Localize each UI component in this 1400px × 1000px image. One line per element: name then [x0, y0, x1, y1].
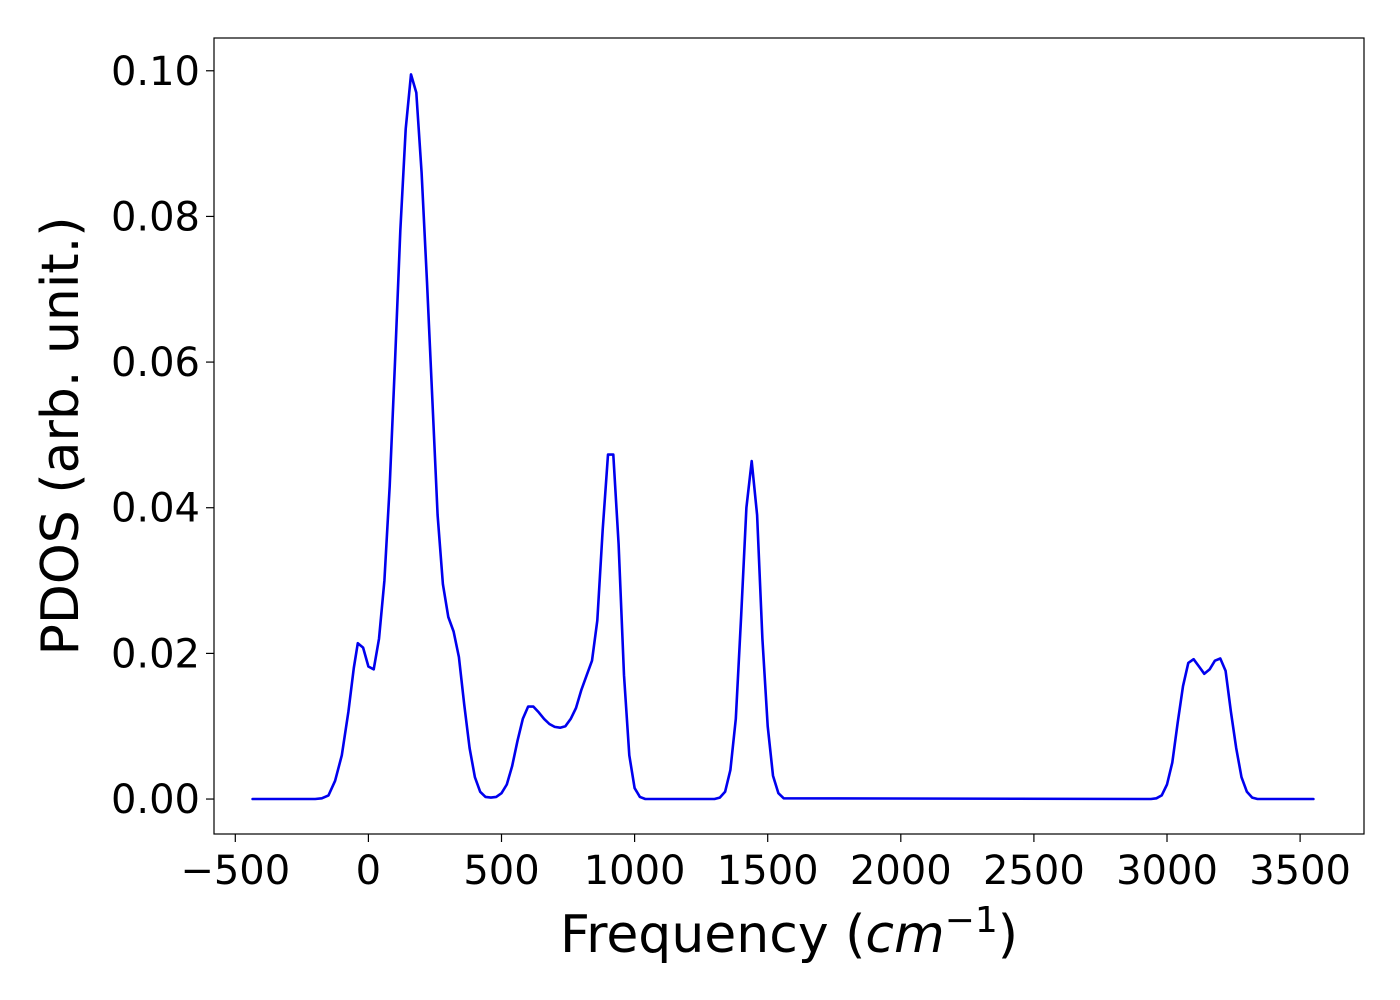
x-axis-label-unit: cm	[865, 905, 944, 965]
x-tick-label: 500	[463, 848, 539, 894]
x-tick-label: 3500	[1249, 848, 1351, 894]
x-tick-label: 0	[356, 848, 381, 894]
x-axis-label: Frequency (cm−1)	[560, 900, 1018, 965]
y-tick-label: 0.00	[111, 777, 200, 823]
x-tick-label: 1000	[584, 848, 686, 894]
y-tick-label: 0.02	[111, 631, 200, 677]
x-tick-label: 2500	[983, 848, 1085, 894]
x-tick-label: 2000	[850, 848, 952, 894]
y-tick-label: 0.10	[111, 49, 200, 95]
y-tick-label: 0.06	[111, 340, 200, 386]
x-axis-label-main: Frequency (	[560, 905, 865, 965]
y-axis-label: PDOS (arb. unit.)	[31, 216, 91, 655]
x-axis-label-exponent: −1	[945, 900, 998, 941]
plot-frame	[213, 37, 1365, 835]
x-tick-label: −500	[180, 848, 290, 894]
pdos-series-line	[251, 73, 1315, 801]
y-tick-label: 0.04	[111, 486, 200, 532]
x-axis-label-close: )	[998, 905, 1018, 965]
y-tick-label: 0.08	[111, 194, 200, 240]
x-tick-label: 3000	[1116, 848, 1218, 894]
ticks-layer: −500 0 500 1000 1500 2000 2500 3000 3500 0.00 0.02…	[111, 49, 1351, 894]
x-tick-label: 1500	[717, 848, 819, 894]
